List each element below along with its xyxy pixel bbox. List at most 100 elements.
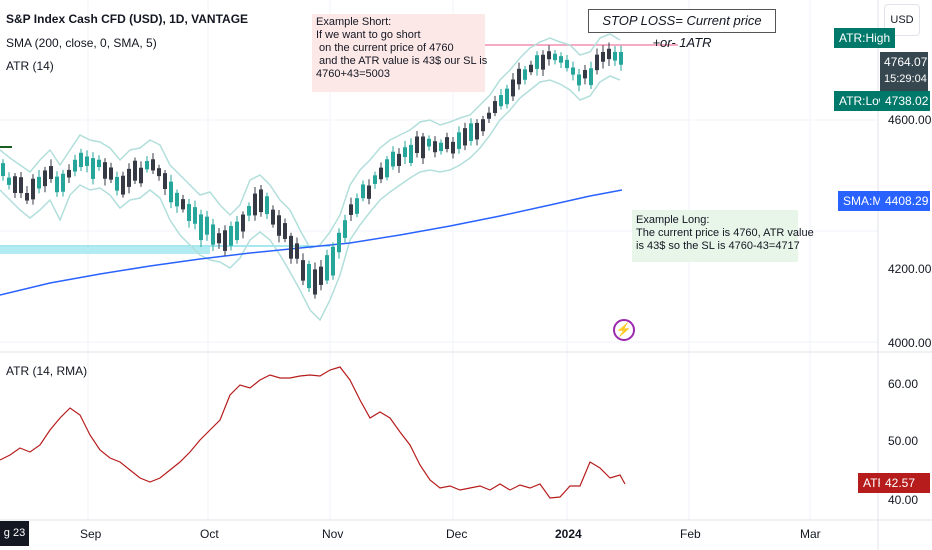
candle-body: [211, 224, 215, 245]
candle-body: [247, 206, 251, 216]
candle-body: [445, 137, 449, 149]
price-tick-4600: 4600.00: [888, 113, 932, 127]
candle-body: [481, 119, 485, 132]
candle-body: [343, 220, 347, 238]
candle-body: [577, 74, 581, 86]
candle-body: [325, 255, 329, 281]
candle-body: [91, 158, 95, 179]
time-label-sep: Sep: [80, 527, 102, 541]
candle-body: [499, 95, 503, 107]
candle-body: [43, 170, 47, 187]
candle-body: [409, 144, 413, 164]
atr-low-tag: ATR:Low: [834, 91, 893, 111]
candle-body: [457, 132, 461, 149]
sma-value: 4408.29: [880, 191, 930, 211]
candle-body: [103, 162, 107, 179]
candle-body: [565, 59, 569, 69]
price-tick-4200: 4200.00: [888, 262, 932, 276]
candle-body: [469, 123, 473, 141]
candle-body: [265, 196, 269, 215]
candle-body: [115, 176, 119, 191]
candle-body: [475, 122, 479, 140]
candle-body: [529, 64, 533, 73]
candle-body: [523, 69, 527, 80]
candle-body: [61, 173, 65, 192]
price-tick-4000: 4000.00: [888, 336, 932, 350]
candle-body: [301, 260, 305, 281]
candle-body: [427, 138, 431, 147]
candle-body: [73, 159, 77, 172]
candle-body: [241, 214, 245, 232]
candle-body: [337, 232, 341, 253]
candle-body: [613, 51, 617, 61]
candle-body: [517, 68, 521, 85]
candle-body: [205, 216, 209, 235]
candle-body: [277, 215, 281, 236]
sma-200-line: [0, 189, 623, 296]
candle-body: [163, 173, 167, 190]
candle-body: [235, 221, 239, 241]
candle-body: [541, 54, 545, 70]
candle-body: [67, 169, 71, 178]
candle-body: [13, 176, 17, 193]
candle-body: [373, 175, 377, 184]
candle-body: [121, 175, 125, 195]
candle-body: [169, 181, 173, 203]
time-label-2024: 2024: [555, 527, 582, 541]
candle-body: [283, 223, 287, 239]
candle-body: [31, 178, 35, 200]
atr-band-indicator-label[interactable]: ATR (14): [6, 59, 54, 73]
candle-body: [55, 176, 59, 193]
candle-body: [175, 192, 179, 207]
candle-body: [583, 69, 587, 79]
candle-body: [403, 147, 407, 158]
candle-body: [37, 176, 41, 189]
candle-body: [487, 112, 491, 119]
candle-body: [595, 54, 599, 71]
candle-body: [331, 246, 335, 276]
candle-body: [559, 56, 563, 63]
candle-body: [349, 204, 353, 215]
candle-body: [367, 185, 371, 199]
candle-body: [199, 214, 203, 241]
candle-body: [271, 209, 275, 225]
short-example-note[interactable]: Example Short: If we want to go short on…: [312, 14, 487, 92]
atr-pane-title[interactable]: ATR (14, RMA): [6, 364, 88, 378]
candle-body: [391, 151, 395, 167]
candle-body: [223, 230, 227, 251]
candle-body: [397, 153, 401, 166]
candle-body: [145, 161, 149, 170]
candle-body: [109, 167, 113, 180]
candle-body: [463, 128, 467, 146]
candle-body: [19, 177, 23, 194]
atr-tick-40: 40.00: [888, 493, 919, 507]
candle-body: [619, 51, 623, 65]
atr-indicator-line: [0, 366, 626, 499]
candle-body: [601, 51, 605, 62]
candlestick-series: [1, 42, 623, 299]
candle-body: [229, 226, 233, 246]
candle-body: [307, 263, 311, 289]
current-price-tag: 4764.07 15:29:04: [880, 52, 928, 94]
candle-body: [493, 101, 497, 114]
candle-body: [355, 198, 359, 214]
candle-body: [415, 136, 419, 154]
support-zone: [0, 247, 210, 254]
atr-value: 42.57: [880, 473, 930, 493]
candle-body: [133, 160, 137, 181]
time-label-nov: Nov: [322, 527, 344, 541]
stop-loss-note[interactable]: STOP LOSS= Current price +or- 1ATR: [588, 9, 776, 50]
candle-body: [385, 159, 389, 178]
atr-upper-band: [0, 33, 621, 249]
candle-body: [505, 88, 509, 105]
sma-indicator-label[interactable]: SMA (200, close, 0, SMA, 5): [6, 36, 157, 50]
time-label-oct: Oct: [200, 527, 219, 541]
candle-body: [547, 51, 551, 60]
lightning-icon[interactable]: ⚡: [613, 319, 635, 341]
candle-body: [433, 141, 437, 153]
candle-body: [379, 167, 383, 180]
long-example-note[interactable]: Example Long: The current price is 4760,…: [632, 210, 814, 262]
candle-body: [217, 233, 221, 244]
current-price-value: 4764.07: [884, 55, 928, 69]
candle-body: [151, 159, 155, 171]
